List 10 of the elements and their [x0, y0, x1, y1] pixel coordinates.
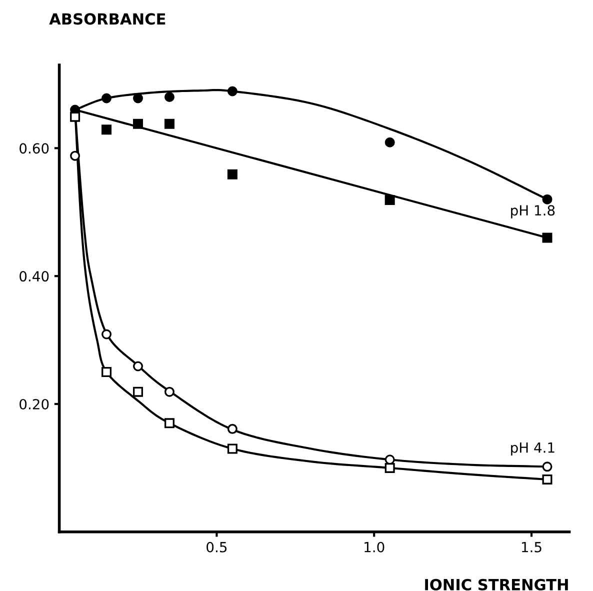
- x-tick-label: 1.5: [522, 542, 542, 552]
- x-tick-label: 0.5: [206, 542, 227, 552]
- y-axis-title: ABSORBANCE: [49, 13, 166, 25]
- x-tick-label: 1.0: [364, 542, 384, 552]
- y-tick-label: 0.20: [20, 398, 49, 410]
- annotation: pH 4.1: [511, 442, 554, 456]
- y-tick-label: 0.60: [20, 143, 49, 154]
- y-tick-label: 0.40: [20, 271, 49, 282]
- annotation: pH 1.8: [511, 205, 555, 218]
- x-axis-title: IONIC STRENGTH: [425, 578, 568, 590]
